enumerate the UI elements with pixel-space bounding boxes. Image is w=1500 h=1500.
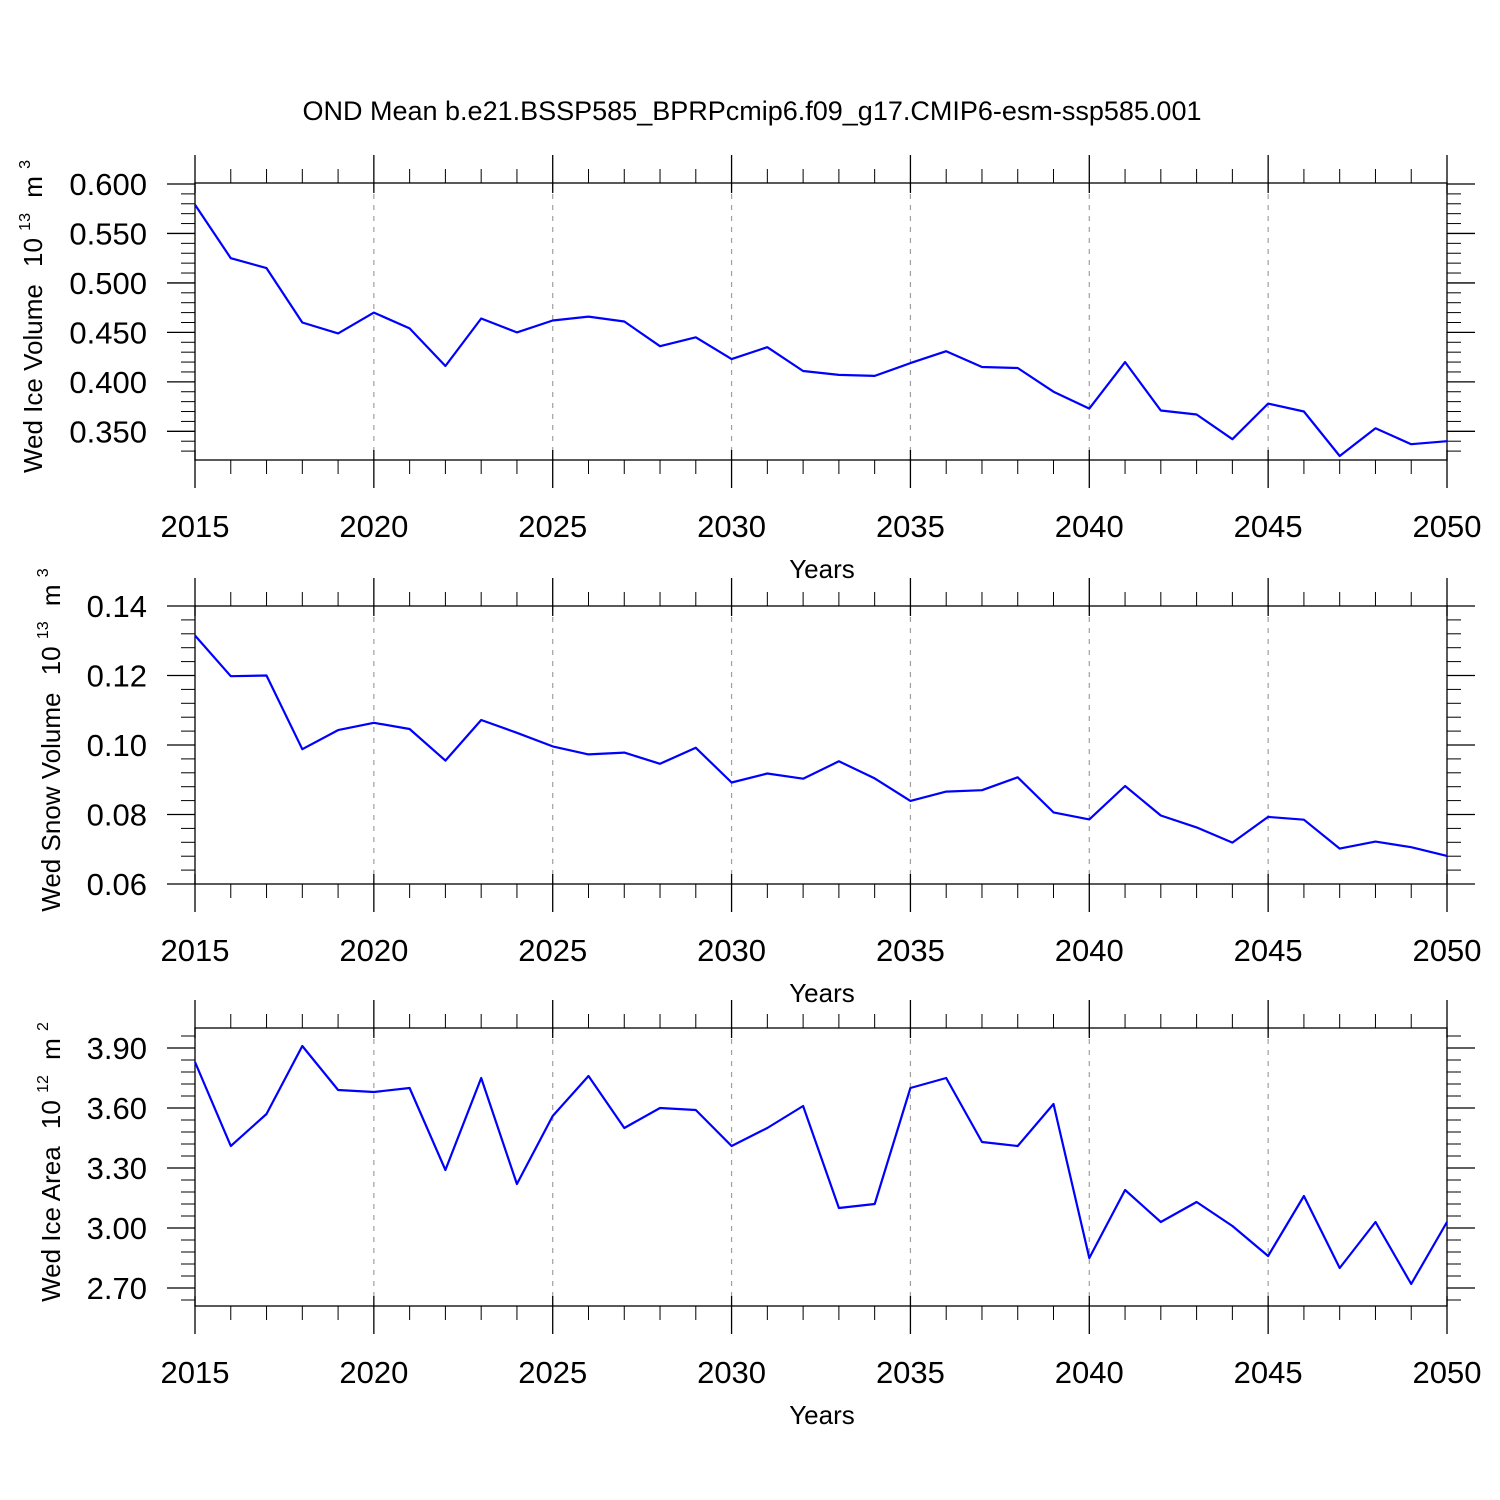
x-tick-label: 2035 xyxy=(876,933,945,968)
grid-lines xyxy=(373,183,1269,460)
x-tick-label: 2050 xyxy=(1413,1355,1482,1390)
panel-ice-area: 2.70 3.00 3.30 3.60 3.90 2015 2020 2025 2030 203… xyxy=(24,1000,1482,1430)
x-tick-label: 2030 xyxy=(697,509,766,544)
y-tick-label: 0.400 xyxy=(69,365,147,400)
grid-lines xyxy=(373,606,1269,884)
x-tick-label: 2035 xyxy=(876,1355,945,1390)
series-line-snow-volume xyxy=(194,634,1448,857)
figure-title: OND Mean b.e21.BSSP585_BPRPcmip6.f09_g17… xyxy=(303,96,1202,126)
x-tick-label: 2020 xyxy=(339,933,408,968)
y-tick-label: 0.12 xyxy=(87,659,147,694)
y-tick-label: 0.600 xyxy=(69,167,147,202)
tick-marks xyxy=(167,155,1475,488)
y-tick-labels: 2.70 3.00 3.30 3.60 3.90 xyxy=(87,1031,147,1306)
x-tick-labels: 2015 2020 2025 2030 2035 2040 2045 2050 xyxy=(161,1355,1482,1390)
panel-snow-volume: 0.06 0.08 0.10 0.12 0.14 2015 2020 2025 2030 203… xyxy=(24,568,1482,1008)
x-tick-labels: 2015 2020 2025 2030 2035 2040 2045 2050 xyxy=(161,933,1482,968)
y-axis-title-name: Wed Ice Volume xyxy=(18,284,48,473)
x-tick-label: 2015 xyxy=(161,933,230,968)
x-tick-label: 2035 xyxy=(876,509,945,544)
x-tick-label: 2045 xyxy=(1234,933,1303,968)
x-tick-label: 2045 xyxy=(1234,1355,1303,1390)
y-tick-label: 0.500 xyxy=(69,266,147,301)
y-tick-label: 3.30 xyxy=(87,1151,147,1186)
y-tick-label: 0.08 xyxy=(87,798,147,833)
x-tick-label: 2020 xyxy=(339,509,408,544)
y-axis-title-unit: m xyxy=(36,1038,66,1060)
y-tick-labels: 0.350 0.400 0.450 0.500 0.550 0.600 xyxy=(69,167,147,449)
y-axis-title-unit-exp: 2 xyxy=(35,1022,52,1031)
y-tick-label: 0.10 xyxy=(87,728,147,763)
y-axis-title-exp: 13 xyxy=(35,621,52,639)
plot-frame xyxy=(194,605,1448,885)
y-tick-label: 0.350 xyxy=(69,414,147,449)
plot-frame xyxy=(194,1027,1448,1307)
y-axis-title: Wed Ice Volume 10 13 m 3 xyxy=(6,160,48,473)
x-axis-title: Years xyxy=(789,554,855,584)
plot-frame xyxy=(194,182,1448,461)
series-line-ice-area xyxy=(193,1044,1448,1286)
y-tick-label: 3.90 xyxy=(87,1031,147,1066)
y-tick-labels: 0.06 0.08 0.10 0.12 0.14 xyxy=(87,589,147,902)
y-tick-label: 0.550 xyxy=(69,216,147,251)
x-tick-label: 2025 xyxy=(518,933,587,968)
y-axis-title-name: Wed Ice Area xyxy=(36,1146,66,1302)
y-axis-title: Wed Ice Area 10 12 m 2 xyxy=(24,1022,66,1302)
y-tick-label: 3.60 xyxy=(87,1091,147,1126)
y-axis-title-unit: m xyxy=(36,584,66,606)
y-axis-title-exp: 12 xyxy=(35,1075,52,1093)
y-axis-title: Wed Snow Volume 10 13 m 3 xyxy=(24,568,66,912)
x-tick-label: 2015 xyxy=(161,509,230,544)
series-line-ice-volume xyxy=(194,204,1448,458)
x-tick-label: 2050 xyxy=(1413,933,1482,968)
x-tick-label: 2040 xyxy=(1055,933,1124,968)
y-axis-title-base: 10 xyxy=(36,646,66,675)
y-tick-label: 2.70 xyxy=(87,1271,147,1306)
y-tick-label: 0.06 xyxy=(87,867,147,902)
x-tick-label: 2040 xyxy=(1055,1355,1124,1390)
y-axis-title-unit-exp: 3 xyxy=(35,568,52,577)
y-axis-title-base: 10 xyxy=(36,1100,66,1129)
grid-lines xyxy=(373,1028,1269,1306)
x-tick-labels: 2015 2020 2025 2030 2035 2040 2045 2050 xyxy=(161,509,1482,544)
x-tick-label: 2030 xyxy=(697,1355,766,1390)
x-tick-label: 2025 xyxy=(518,509,587,544)
x-tick-label: 2030 xyxy=(697,933,766,968)
y-axis-title-exp: 13 xyxy=(17,213,34,231)
y-tick-label: 3.00 xyxy=(87,1211,147,1246)
y-tick-label: 0.450 xyxy=(69,315,147,350)
y-axis-title-unit: m xyxy=(18,176,48,198)
x-tick-label: 2020 xyxy=(339,1355,408,1390)
x-tick-label: 2050 xyxy=(1413,509,1482,544)
x-tick-label: 2045 xyxy=(1234,509,1303,544)
x-tick-label: 2015 xyxy=(161,1355,230,1390)
x-axis-title: Years xyxy=(789,1400,855,1430)
y-axis-title-name: Wed Snow Volume xyxy=(36,693,66,912)
x-axis-title: Years xyxy=(789,978,855,1008)
y-axis-title-base: 10 xyxy=(18,238,48,267)
x-tick-label: 2025 xyxy=(518,1355,587,1390)
x-tick-label: 2040 xyxy=(1055,509,1124,544)
tick-marks xyxy=(167,1000,1475,1334)
y-axis-title-unit-exp: 3 xyxy=(17,160,34,169)
tick-marks xyxy=(167,578,1475,912)
y-tick-label: 0.14 xyxy=(87,589,147,624)
